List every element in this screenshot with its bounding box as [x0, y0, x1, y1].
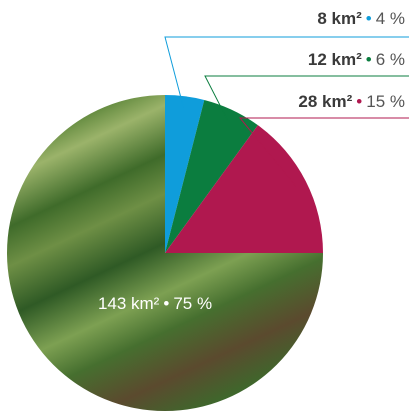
bullet: • [366, 50, 372, 69]
slice-label: 143 km²•75 % [98, 294, 212, 313]
area-label: 143 km² [98, 294, 160, 313]
slice-label: 12 km²•6 % [308, 50, 405, 69]
percent-label: 15 % [366, 92, 405, 111]
page: 8 km²•4 %12 km²•6 %28 km²•15 %143 km²•75… [0, 0, 409, 411]
bullet: • [356, 92, 362, 111]
percent-label: 4 % [376, 9, 405, 28]
slice-label: 28 km²•15 % [298, 92, 405, 111]
percent-label: 75 % [173, 294, 212, 313]
bullet: • [163, 294, 169, 313]
area-label: 8 km² [317, 9, 362, 28]
slice-label: 8 km²•4 % [317, 9, 405, 28]
bullet: • [366, 9, 372, 28]
area-label: 12 km² [308, 50, 362, 69]
percent-label: 6 % [376, 50, 405, 69]
pie [7, 95, 323, 411]
area-label: 28 km² [298, 92, 352, 111]
chart: 8 km²•4 %12 km²•6 %28 km²•15 %143 km²•75… [0, 0, 409, 411]
